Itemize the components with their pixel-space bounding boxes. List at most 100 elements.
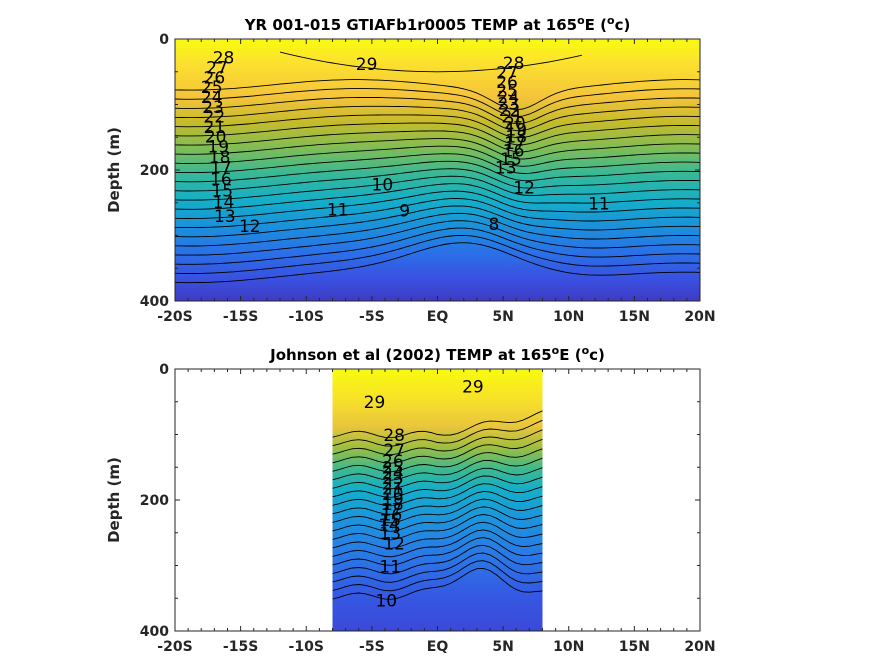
- x-tick-label: -5S: [359, 639, 385, 655]
- isotherm: [175, 220, 700, 256]
- isotherm: [332, 506, 543, 532]
- isotherm: [332, 529, 543, 558]
- isotherm: [175, 130, 700, 153]
- contour-label: 19: [207, 138, 229, 158]
- isotherm: [332, 552, 543, 583]
- contour-label: 24: [382, 464, 404, 484]
- isotherm: [332, 448, 543, 473]
- contour-label: 10: [372, 176, 394, 196]
- title-superscript: o: [552, 344, 560, 357]
- title-text: YR 001-015 GTIAFb1r0005 TEMP at 165: [244, 16, 577, 34]
- x-tick-label: 20N: [684, 639, 715, 655]
- contour-label: 28: [383, 426, 405, 446]
- x-ticks: [174, 39, 701, 301]
- contour-label: 22: [204, 108, 226, 128]
- contour-label: 27: [383, 441, 405, 461]
- isotherm: [332, 514, 543, 541]
- contour-label: 10: [375, 592, 397, 612]
- contour-label: 26: [204, 68, 226, 88]
- contour-label: 12: [383, 535, 405, 555]
- isotherm-lines: [332, 410, 543, 600]
- isotherm: [332, 490, 543, 515]
- y-tick-label: 0: [159, 362, 169, 378]
- isotherm: [175, 79, 700, 111]
- y-tick-label: 200: [140, 493, 169, 509]
- contour-label: 16: [210, 170, 232, 190]
- contour-label: 26: [496, 73, 518, 93]
- isotherm: [332, 537, 543, 566]
- isotherm: [175, 168, 700, 192]
- contour-label: 21: [501, 108, 523, 128]
- contour-label: 21: [382, 480, 404, 500]
- title-superscript: o: [577, 14, 585, 27]
- contour-label: 16: [503, 142, 525, 162]
- contour-label: 20: [504, 114, 526, 134]
- isotherm: [332, 438, 543, 464]
- contour-label: 15: [379, 511, 401, 531]
- contour-label: 21: [204, 118, 226, 138]
- y-tick-label: 200: [140, 163, 169, 179]
- contour-label: 18: [505, 127, 527, 147]
- contour-label: 11: [588, 195, 610, 215]
- x-tick-label: -15S: [223, 309, 258, 325]
- contour-label: 13: [379, 524, 401, 544]
- contour-label: 29: [356, 55, 378, 75]
- y-axis-label: Depth (m): [105, 127, 123, 213]
- contour-label: 8: [489, 215, 500, 235]
- title-text: E (: [559, 346, 581, 364]
- contour-label: 25: [496, 81, 518, 101]
- contour-label: 9: [399, 201, 410, 221]
- x-tick-label: -5S: [359, 309, 385, 325]
- isotherm: [332, 419, 543, 447]
- contour-label: 29: [364, 393, 386, 413]
- contour-label: 19: [505, 121, 527, 141]
- isotherm: [175, 88, 700, 118]
- title-text: E (: [585, 16, 607, 34]
- isotherm: [175, 205, 700, 238]
- x-tick-label: -15S: [223, 639, 258, 655]
- isotherm: [175, 198, 700, 229]
- isotherm: [175, 122, 700, 146]
- contour-label: 23: [498, 95, 520, 115]
- contour-label: 19: [382, 490, 404, 510]
- isotherm: [332, 475, 543, 498]
- isotherm-lines: [175, 51, 700, 284]
- x-tick-label: 10N: [553, 309, 584, 325]
- isotherm: [332, 498, 543, 524]
- isotherm: [332, 483, 543, 507]
- isotherm: [175, 190, 700, 219]
- contour-label: 23: [202, 98, 224, 118]
- x-tick-label: 10N: [553, 639, 584, 655]
- chart-title: Johnson et al (2002) TEMP at 165oE (oc): [269, 344, 605, 364]
- y-axis-label: Depth (m): [105, 457, 123, 543]
- contour-label: 14: [378, 516, 400, 536]
- y-tick-label: 400: [140, 624, 169, 640]
- x-tick-label: -10S: [289, 309, 324, 325]
- x-tick-label: 20N: [684, 309, 715, 325]
- isotherm: [175, 242, 700, 284]
- x-ticks: [174, 369, 701, 631]
- contour-label: 23: [382, 469, 404, 489]
- isotherm: [175, 145, 700, 167]
- isotherm: [332, 457, 543, 481]
- contour-label: 17: [504, 134, 526, 154]
- x-tick-label: -20S: [157, 309, 192, 325]
- isotherm: [175, 160, 700, 183]
- contour-label: 18: [382, 495, 404, 515]
- y-tick-label: 0: [159, 32, 169, 48]
- contour-label: 15: [211, 182, 233, 202]
- contour-label: 20: [382, 485, 404, 505]
- contour-label: 13: [495, 159, 517, 179]
- contour-labels: 29 29 282726252423222120191817161514131211…: [364, 377, 484, 611]
- isotherm: [175, 212, 700, 247]
- isotherm: [332, 560, 543, 592]
- contour-label: 27: [206, 58, 228, 78]
- title-text: c): [589, 346, 605, 364]
- contour-label: 17: [210, 159, 232, 179]
- isotherm: [175, 234, 700, 274]
- contour-label: 22: [382, 474, 404, 494]
- x-tick-label: EQ: [427, 639, 449, 655]
